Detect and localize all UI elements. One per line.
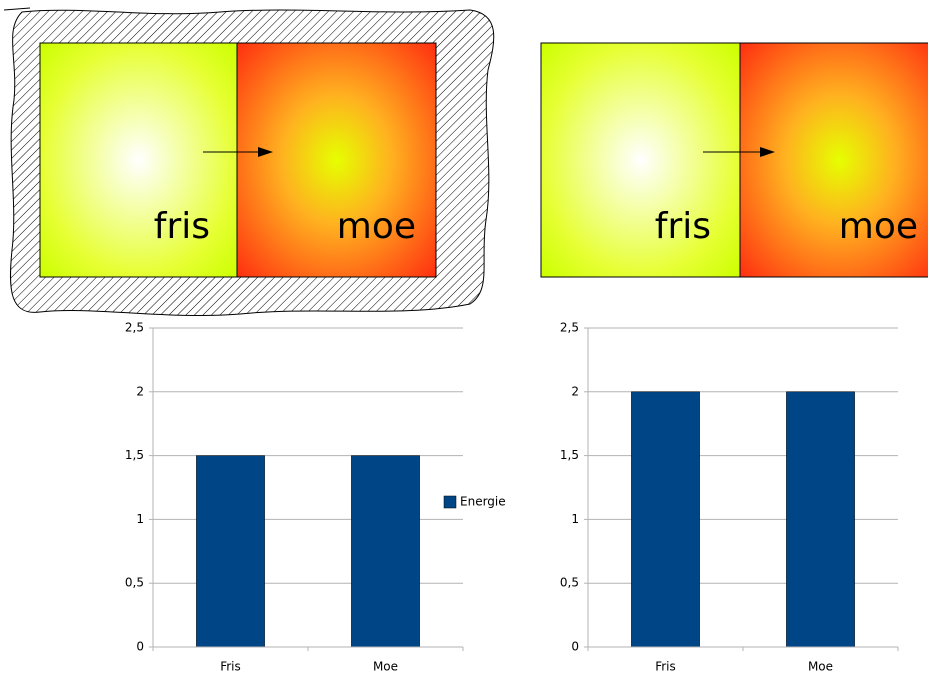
- canvas: fris moe fris moe 0 0,5 1 1,5 2 2,5 Fris Moe Ene…: [0, 0, 928, 678]
- x-tick-label: Moe: [373, 660, 398, 674]
- x-tick-label: Moe: [808, 660, 833, 674]
- legend-swatch: [444, 496, 456, 508]
- bar: [786, 392, 854, 647]
- y-tick-label: 2: [136, 384, 144, 398]
- label: moe: [337, 206, 416, 247]
- stroke: [4, 8, 30, 10]
- x-tick-label: Fris: [655, 660, 676, 674]
- y-tick-label: 1: [571, 512, 579, 526]
- label: fris: [655, 206, 711, 247]
- legend-label: Energie: [460, 495, 506, 509]
- diagram-left: fris moe: [4, 8, 494, 316]
- y-tick-label: 2,5: [560, 321, 579, 335]
- y-tick-label: 0: [571, 640, 579, 654]
- y-tick-label: 2,5: [125, 321, 144, 335]
- label: fris: [154, 206, 210, 247]
- y-tick-label: 1: [136, 512, 144, 526]
- y-tick-label: 0,5: [125, 576, 144, 590]
- y-tick-label: 1,5: [560, 448, 579, 462]
- y-tick-label: 0: [136, 640, 144, 654]
- y-tick-label: 2: [571, 384, 579, 398]
- x-tick-label: Fris: [220, 660, 241, 674]
- page: fris moe fris moe 0 0,5 1 1,5 2 2,5 Fris Moe Ene…: [0, 0, 928, 678]
- bar: [196, 456, 264, 647]
- bar: [351, 456, 419, 647]
- y-tick-label: 0,5: [560, 576, 579, 590]
- label: moe: [839, 206, 918, 247]
- diagram-right: fris moe: [541, 43, 928, 277]
- bar: [631, 392, 699, 647]
- y-tick-label: 1,5: [125, 448, 144, 462]
